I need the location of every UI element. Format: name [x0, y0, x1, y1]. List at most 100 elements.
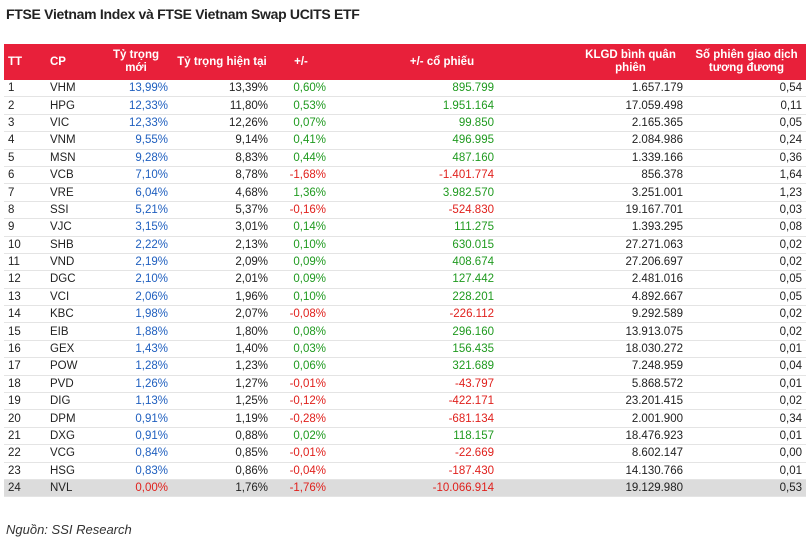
table-cell: 0,84% [100, 444, 172, 463]
table-cell: 0,91% [100, 409, 172, 428]
table-cell: 5 [4, 149, 40, 167]
table-cell: 0,01 [687, 375, 806, 394]
table-cell: 27.206.697 [498, 253, 687, 272]
weights-table: TT CP Tỷ trọng mới Tỷ trọng hiện tại +/- +/- … [4, 44, 806, 498]
table-row: 11 VND 2,19% 2,09% 0,09% 408.674 27.206.697 0,0… [4, 253, 806, 272]
table-cell: 0,05 [687, 270, 806, 289]
table-cell: 895.799 [330, 80, 498, 98]
table-cell: 12,33% [100, 114, 172, 133]
table-cell: 2 [4, 96, 40, 115]
table-cell: 7,10% [100, 166, 172, 185]
table-cell: -0,08% [272, 305, 330, 324]
table-cell: NVL [40, 479, 100, 498]
table-cell: -0,01% [272, 444, 330, 463]
table-cell: -0,16% [272, 201, 330, 220]
table-cell: 12,33% [100, 96, 172, 115]
table-cell: 228.201 [330, 288, 498, 307]
table-cell: -524.830 [330, 201, 498, 220]
table-cell: 1.657.179 [498, 80, 687, 98]
table-cell: SHB [40, 236, 100, 254]
table-cell: 8,78% [172, 166, 272, 185]
table-cell: 3 [4, 114, 40, 133]
table-cell: DPM [40, 409, 100, 428]
table-cell: 1 [4, 80, 40, 98]
table-cell: -10.066.914 [330, 479, 498, 498]
table-cell: 0,60% [272, 80, 330, 98]
table-cell: SSI [40, 201, 100, 220]
table-cell: VIC [40, 114, 100, 133]
header-cell: CP [40, 44, 100, 80]
table-cell: 1.393.295 [498, 218, 687, 237]
table-row: 10 SHB 2,22% 2,13% 0,10% 630.015 27.271.063 0,0… [4, 236, 806, 254]
header-cell: KLGD bình quân phiên [498, 44, 687, 80]
table-cell: 5,21% [100, 201, 172, 220]
table-cell: 0,02 [687, 392, 806, 411]
table-cell: VHM [40, 80, 100, 98]
table-row: 24 NVL 0,00% 1,76% -1,76% -10.066.914 19.129.9… [4, 479, 806, 498]
table-cell: 487.160 [330, 149, 498, 167]
table-cell: 2.481.016 [498, 270, 687, 289]
table-cell: 13 [4, 288, 40, 307]
table-cell: 1.951.164 [330, 96, 498, 115]
table-cell: 11,80% [172, 96, 272, 115]
table-cell: 0,09% [272, 253, 330, 272]
table-cell: 0,36 [687, 149, 806, 167]
table-cell: MSN [40, 149, 100, 167]
table-cell: 0,02 [687, 236, 806, 254]
table-cell: 9,28% [100, 149, 172, 167]
table-cell: PVD [40, 375, 100, 394]
table-cell: 0,08% [272, 322, 330, 341]
table-cell: -681.134 [330, 409, 498, 428]
table-cell: 0,05 [687, 288, 806, 307]
table-cell: -22.669 [330, 444, 498, 463]
table-cell: 19.167.701 [498, 201, 687, 220]
table-cell: 1,80% [172, 322, 272, 341]
table-cell: 16 [4, 340, 40, 359]
table-cell: 0,02% [272, 427, 330, 446]
table-cell: 0,03% [272, 340, 330, 359]
table-cell: 2,07% [172, 305, 272, 324]
table-cell: 3,01% [172, 218, 272, 237]
table-cell: 1,26% [100, 375, 172, 394]
table-cell: VRE [40, 183, 100, 202]
table-row: 22 VCG 0,84% 0,85% -0,01% -22.669 8.602.147 0,0… [4, 444, 806, 463]
table-cell: 4.892.667 [498, 288, 687, 307]
table-cell: EIB [40, 322, 100, 341]
table-cell: 0,10% [272, 288, 330, 307]
table-row: 18 PVD 1,26% 1,27% -0,01% -43.797 5.868.572 0,0… [4, 375, 806, 394]
table-cell: 2,06% [100, 288, 172, 307]
table-cell: 2,19% [100, 253, 172, 272]
table-cell: 1,76% [172, 479, 272, 498]
table-cell: 13,39% [172, 80, 272, 98]
table-cell: VNM [40, 131, 100, 150]
table-cell: -1,76% [272, 479, 330, 498]
table-cell: 11 [4, 253, 40, 272]
table-cell: 1,25% [172, 392, 272, 411]
table-cell: 7.248.959 [498, 357, 687, 376]
table-cell: 1,40% [172, 340, 272, 359]
table-cell: POW [40, 357, 100, 376]
table-cell: VCI [40, 288, 100, 307]
table-cell: -43.797 [330, 375, 498, 394]
table-row: 12 DGC 2,10% 2,01% 0,09% 127.442 2.481.016 0,05 [4, 270, 806, 289]
table-cell: -1.401.774 [330, 166, 498, 185]
header-cell: Số phiên giao dịch tương đương [687, 44, 806, 80]
table-cell: 0,44% [272, 149, 330, 167]
table-row: 5 MSN 9,28% 8,83% 0,44% 487.160 1.339.166 0,36 [4, 149, 806, 167]
table-row: 2 HPG 12,33% 11,80% 0,53% 1.951.164 17.059.498… [4, 96, 806, 115]
table-cell: 8 [4, 201, 40, 220]
table-cell: 0,09% [272, 270, 330, 289]
table-row: 19 DIG 1,13% 1,25% -0,12% -422.171 23.201.415 0… [4, 392, 806, 411]
table-cell: 13,99% [100, 80, 172, 98]
table-cell: 0,86% [172, 462, 272, 480]
table-cell: 0,07% [272, 114, 330, 133]
table-cell: 496.995 [330, 131, 498, 150]
table-cell: 0,01 [687, 462, 806, 480]
table-cell: 321.689 [330, 357, 498, 376]
table-cell: 24 [4, 479, 40, 498]
table-cell: 1,36% [272, 183, 330, 202]
table-cell: VCB [40, 166, 100, 185]
table-row: 15 EIB 1,88% 1,80% 0,08% 296.160 13.913.075 0,0… [4, 322, 806, 341]
table-cell: VCG [40, 444, 100, 463]
table-cell: HSG [40, 462, 100, 480]
